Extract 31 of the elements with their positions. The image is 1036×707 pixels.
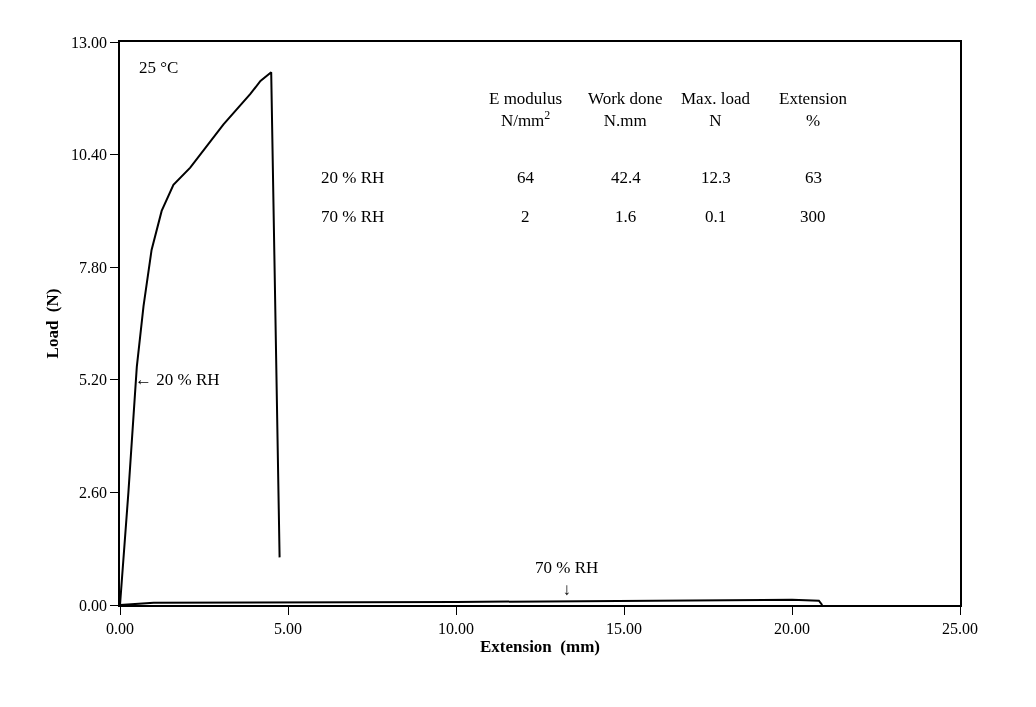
y-tick-label: 0.00 (79, 596, 108, 614)
x-tick-label: 10.00 (438, 619, 474, 637)
annotation: 0.1 (705, 207, 727, 226)
annotation: 300 (800, 207, 826, 226)
annotation: Work done N.mm (588, 89, 663, 131)
x-tick-label: 15.00 (606, 619, 642, 637)
annotation: ← 20 % RH (135, 370, 220, 389)
y-tick-label: 7.80 (79, 258, 108, 276)
y-tick-label: 10.40 (71, 146, 108, 164)
x-tick-label: 0.00 (106, 619, 134, 637)
annotation: 12.3 (701, 168, 731, 187)
y-tick-label: 13.00 (71, 33, 108, 51)
annotation: 64 (517, 168, 535, 187)
annotation: 25 °C (139, 58, 179, 77)
annotation: Extension % (779, 89, 848, 131)
y-tick-label: 2.60 (79, 484, 108, 501)
annotation: 70 % RH ↓ (535, 558, 599, 600)
y-tick-label: 5.20 (79, 371, 108, 389)
annotation: 20 % RH (321, 168, 385, 187)
annotation: 1.6 (615, 207, 637, 226)
x-tick-label: 20.00 (774, 619, 810, 637)
y-axis-title: Load (N) (43, 288, 63, 359)
x-tick-label: 5.00 (274, 619, 302, 637)
annotation: 63 (805, 168, 822, 187)
annotation: 2 (521, 207, 530, 226)
x-axis-title: Extension (mm) (480, 636, 600, 656)
annotation: 42.4 (611, 168, 642, 187)
annotation: 70 % RH (321, 207, 385, 226)
x-tick-label: 25.00 (942, 619, 978, 637)
annotation: E modulus N/mm$^{2}$ (489, 89, 563, 131)
annotation: Max. load N (681, 89, 751, 131)
